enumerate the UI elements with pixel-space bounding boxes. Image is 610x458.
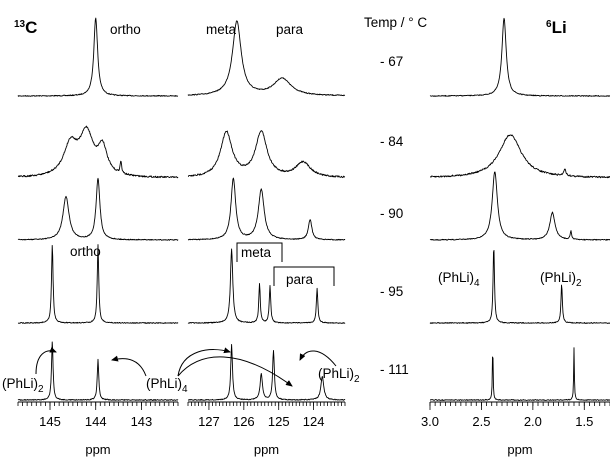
c13-title: 13C: [14, 18, 37, 37]
temperature-label: - 111: [380, 362, 409, 377]
tick-label: 145: [39, 414, 61, 429]
spectrum-ortho-row-5: [17, 341, 179, 401]
spectrum-metapara-row-5: [187, 343, 346, 401]
meta-top-label: meta: [206, 22, 237, 37]
phli4-mid-subscript: 4: [182, 384, 188, 395]
spectrum-li-row-4: [429, 249, 610, 324]
spectrum-ortho-row-4: [17, 244, 179, 324]
li6-title: 6Li: [546, 18, 567, 37]
spectrum-metapara-row-1: [187, 20, 346, 97]
temperature-header: Temp / ° C: [364, 15, 427, 30]
li6-symbol: Li: [552, 18, 567, 37]
meta-box-label: meta: [241, 245, 272, 260]
tick-label: 3.0: [421, 414, 439, 429]
x-axis-label-li: ppm: [507, 442, 532, 457]
spectrum-ortho-row-2: [17, 125, 179, 179]
li-phli4-subscript: 4: [474, 278, 480, 289]
temperature-labels: - 67 - 84 - 90 - 95 - 111: [380, 54, 409, 377]
li6-superscript: 6: [546, 19, 552, 30]
phli4-mid-text: (PhLi): [146, 376, 182, 391]
tick-label: 124: [303, 414, 325, 429]
phli4-mid-label: (PhLi)4: [146, 376, 188, 395]
temperature-label: - 95: [380, 284, 403, 299]
spectrum-ortho-row-1: [17, 17, 179, 97]
spectrum-ortho-row-3: [17, 177, 179, 241]
tick-label: 125: [268, 414, 290, 429]
tick-label: 127: [198, 414, 220, 429]
phli2-right-subscript: 2: [354, 374, 360, 385]
arrow-phli4-to-para: [177, 356, 293, 387]
arrow-phli2-to-ortho: [35, 346, 57, 375]
spectrum-li-row-2: [430, 134, 610, 179]
spectrum-li-row-1: [429, 17, 610, 97]
x-axes: 145 144 143 ppm 127 126 125 124 ppm 3.0 2.5 2.0 1.5 p…: [17, 401, 610, 457]
x-axis-label-metapara: ppm: [254, 442, 279, 457]
phli2-right-label: (PhLi)2: [318, 366, 360, 385]
tick-label: 126: [233, 414, 255, 429]
c13-superscript: 13: [14, 19, 26, 30]
spectrum-li-row-5: [429, 347, 610, 401]
li-phli4-label: (PhLi)4: [438, 270, 480, 289]
tick-label: 144: [85, 414, 107, 429]
li-phli2-text: (PhLi): [540, 270, 576, 285]
spectrum-metapara-row-2: [187, 130, 346, 179]
para-bracket: [273, 266, 335, 286]
arrow-phli4-to-meta: [177, 347, 231, 377]
x-axis-label-ortho: ppm: [85, 442, 110, 457]
li-phli4-text: (PhLi): [438, 270, 474, 285]
spectrum-li-row-3: [429, 171, 610, 241]
spectrum-metapara-row-3: [187, 177, 346, 241]
arrow-phli2-to-para: [299, 350, 337, 367]
tick-label: 143: [131, 414, 153, 429]
meta-bracket: [236, 242, 283, 262]
li-phli2-label: (PhLi)2: [540, 270, 582, 289]
tick-label: 1.5: [575, 414, 593, 429]
spectra-traces: [17, 17, 610, 401]
phli2-right-text: (PhLi): [318, 366, 354, 381]
tick-label: 2.0: [524, 414, 542, 429]
arrow-phli4-to-ortho: [111, 355, 147, 377]
para-top-label: para: [276, 22, 304, 37]
spectrum-metapara-row-4: [187, 248, 346, 324]
ortho-top-label: ortho: [110, 22, 141, 37]
c13-symbol: C: [25, 18, 37, 37]
phli2-left-subscript: 2: [38, 384, 44, 395]
li-phli2-subscript: 2: [576, 278, 582, 289]
phli2-left-text: (PhLi): [2, 376, 38, 391]
temperature-label: - 84: [380, 134, 404, 149]
temperature-label: - 67: [380, 54, 403, 69]
tick-label: 2.5: [472, 414, 490, 429]
ortho-mid-label: ortho: [70, 244, 101, 259]
phli2-left-label: (PhLi)2: [2, 376, 44, 395]
temperature-label: - 90: [380, 206, 403, 221]
para-box-label: para: [286, 272, 314, 287]
